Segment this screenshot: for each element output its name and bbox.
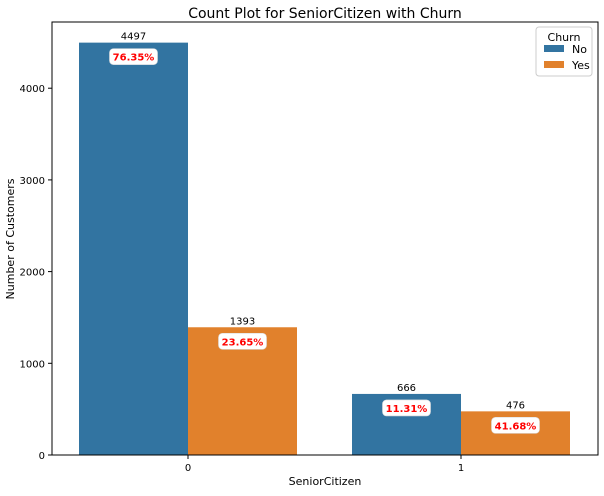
legend-label-no: No — [572, 43, 587, 56]
percent-label-box — [382, 399, 431, 417]
x-tick-label: 1 — [458, 463, 464, 474]
y-axis-label: Number of Customers — [4, 178, 17, 299]
bar-value-label: 1393 — [230, 316, 255, 327]
data-labels: 4497 76.35% 1393 23.65% 666 11.31% 476 41.68% — [109, 32, 540, 434]
percent-label: 23.65% — [222, 337, 264, 348]
x-tick-label: 0 — [185, 463, 191, 474]
percent-label-box — [109, 48, 158, 65]
y-tick-label: 4000 — [20, 84, 45, 95]
plot-frame — [51, 21, 599, 456]
bar-value-label: 476 — [506, 400, 525, 411]
bar-no-0 — [79, 42, 188, 456]
chart-title: Count Plot for SeniorCitizen with Churn — [188, 6, 462, 22]
percent-label-box — [491, 417, 540, 434]
y-ticks: 0 1000 2000 3000 4000 — [20, 84, 52, 462]
bars-layer — [79, 42, 570, 456]
percent-label: 41.68% — [495, 421, 537, 432]
y-tick-label: 0 — [39, 451, 45, 462]
legend-swatch-yes — [544, 61, 564, 68]
legend-label-yes: Yes — [571, 59, 590, 72]
percent-label-box — [218, 332, 267, 350]
x-axis-label: SeniorCitizen — [289, 475, 362, 488]
legend-title: Churn — [548, 31, 581, 44]
percent-label: 76.35% — [113, 53, 155, 64]
percent-label: 11.31% — [386, 404, 428, 415]
axes-layer — [51, 21, 599, 456]
legend-swatch-no — [544, 45, 564, 52]
bar-value-label: 666 — [397, 383, 416, 394]
y-tick-label: 2000 — [20, 268, 45, 279]
bar-value-label: 4497 — [121, 32, 146, 43]
y-tick-label: 1000 — [20, 359, 45, 370]
y-tick-label: 3000 — [20, 176, 45, 187]
legend: Churn No Yes — [535, 26, 593, 77]
